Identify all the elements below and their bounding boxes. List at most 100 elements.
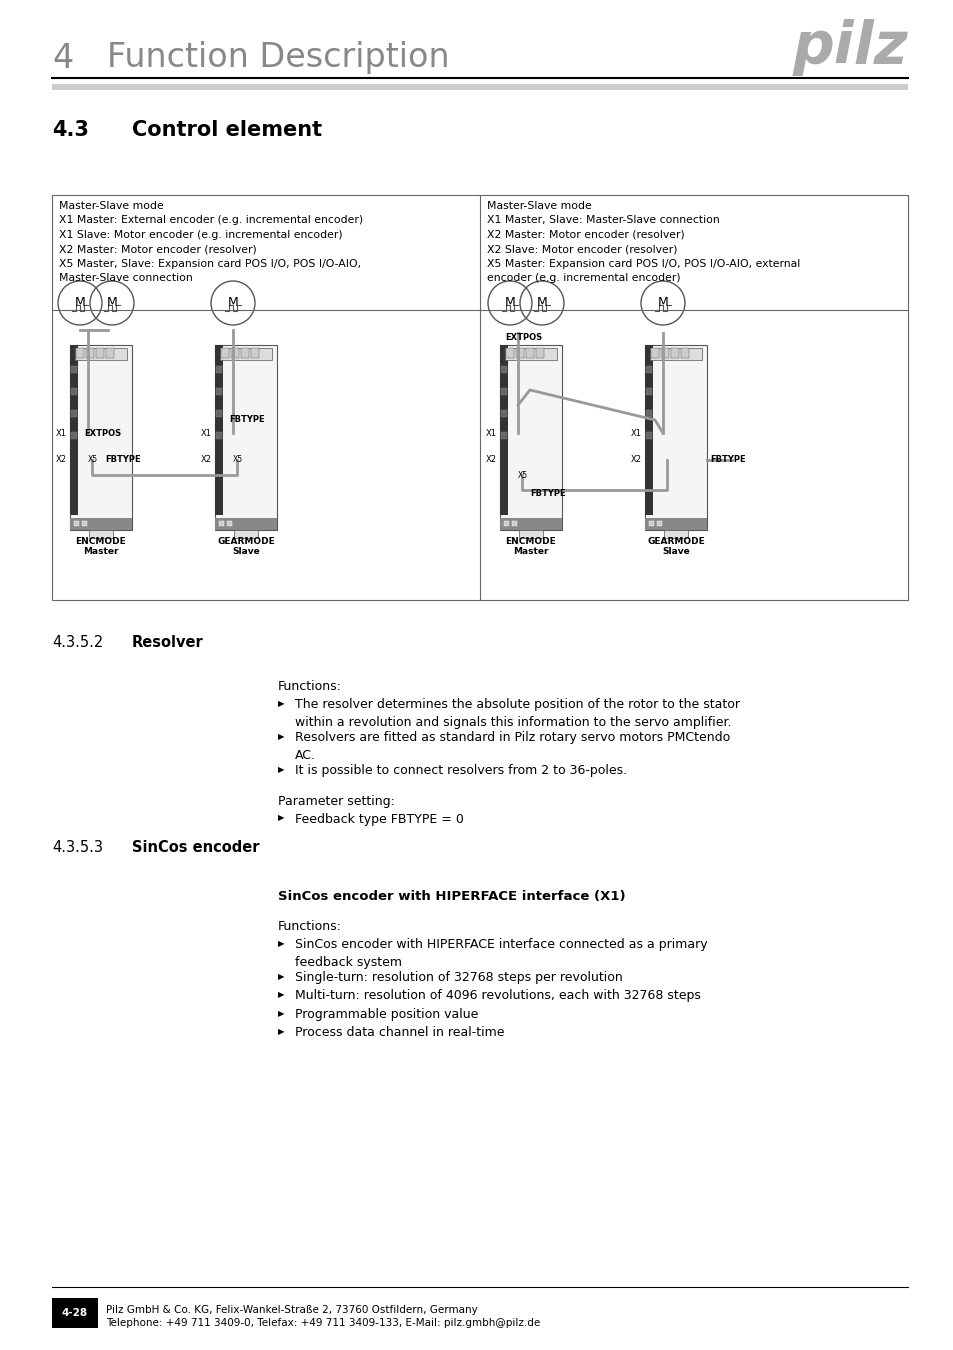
Text: Slave: Slave bbox=[661, 548, 689, 556]
Text: SinCos encoder with HIPERFACE interface (X1): SinCos encoder with HIPERFACE interface … bbox=[277, 890, 625, 903]
Bar bbox=[505, 348, 514, 358]
Text: GEARMODE: GEARMODE bbox=[217, 537, 274, 547]
Bar bbox=[89, 531, 113, 539]
Text: ▶: ▶ bbox=[277, 814, 284, 822]
Text: X1: X1 bbox=[630, 428, 641, 437]
Bar bbox=[71, 366, 77, 373]
Bar bbox=[70, 518, 132, 531]
Bar bbox=[518, 531, 543, 539]
Text: Slave: Slave bbox=[232, 548, 259, 556]
Text: EXTPOS: EXTPOS bbox=[504, 332, 541, 342]
Text: M: M bbox=[228, 297, 238, 309]
Bar bbox=[52, 1297, 98, 1328]
Text: Master-Slave mode
X1 Master: External encoder (e.g. incremental encoder)
X1 Slav: Master-Slave mode X1 Master: External en… bbox=[59, 201, 363, 284]
Text: 4.3.5.3: 4.3.5.3 bbox=[52, 840, 103, 855]
Text: M: M bbox=[657, 297, 668, 309]
Bar bbox=[215, 366, 222, 373]
Text: Master-Slave mode
X1 Master, Slave: Master-Slave connection
X2 Master: Motor enc: Master-Slave mode X1 Master, Slave: Mast… bbox=[486, 201, 800, 284]
Text: ▶: ▶ bbox=[277, 991, 284, 999]
Text: Feedback type FBTYPE = 0: Feedback type FBTYPE = 0 bbox=[294, 813, 463, 825]
Bar bbox=[499, 346, 507, 514]
Text: X1: X1 bbox=[56, 428, 67, 437]
Bar bbox=[670, 348, 679, 358]
Text: 4.3: 4.3 bbox=[52, 120, 89, 140]
Bar bbox=[106, 348, 113, 358]
Text: Resolvers are fitted as standard in Pilz rotary servo motors PMCtendo
AC.: Resolvers are fitted as standard in Pilz… bbox=[294, 730, 729, 761]
Text: X2: X2 bbox=[485, 455, 497, 464]
Bar bbox=[500, 387, 506, 396]
Bar bbox=[214, 346, 223, 514]
Text: ENCMODE: ENCMODE bbox=[75, 537, 126, 547]
Text: Multi-turn: resolution of 4096 revolutions, each with 32768 steps: Multi-turn: resolution of 4096 revolutio… bbox=[294, 990, 700, 1003]
Bar bbox=[214, 518, 276, 531]
Text: Master: Master bbox=[83, 548, 118, 556]
Bar bbox=[71, 410, 77, 417]
Bar bbox=[220, 348, 272, 360]
Bar bbox=[74, 521, 79, 526]
Bar bbox=[500, 366, 506, 373]
Bar bbox=[70, 346, 78, 514]
Text: Functions:: Functions: bbox=[277, 919, 341, 933]
Bar bbox=[680, 348, 688, 358]
Bar bbox=[645, 366, 651, 373]
Text: 4: 4 bbox=[52, 42, 73, 74]
Bar bbox=[71, 432, 77, 439]
Bar bbox=[648, 521, 654, 526]
Bar bbox=[650, 348, 659, 358]
Bar bbox=[645, 432, 651, 439]
Bar bbox=[221, 348, 229, 358]
Text: ▶: ▶ bbox=[277, 1027, 284, 1037]
Bar bbox=[214, 346, 276, 531]
Bar bbox=[516, 348, 523, 358]
Text: ENCMODE: ENCMODE bbox=[505, 537, 556, 547]
Bar bbox=[82, 521, 87, 526]
Text: X5: X5 bbox=[517, 471, 528, 479]
Bar bbox=[512, 521, 517, 526]
Text: Functions:: Functions: bbox=[277, 680, 341, 693]
Text: 4.3.5.2: 4.3.5.2 bbox=[52, 634, 103, 649]
Text: Single-turn: resolution of 32768 steps per revolution: Single-turn: resolution of 32768 steps p… bbox=[294, 971, 622, 984]
Text: SinCos encoder: SinCos encoder bbox=[132, 840, 259, 855]
Bar bbox=[227, 521, 232, 526]
Bar bbox=[645, 410, 651, 417]
Text: GEARMODE: GEARMODE bbox=[646, 537, 704, 547]
Bar bbox=[52, 194, 907, 599]
Bar bbox=[525, 348, 534, 358]
Text: ▶: ▶ bbox=[277, 972, 284, 981]
Bar bbox=[663, 531, 688, 539]
Text: X5: X5 bbox=[88, 455, 98, 464]
Text: Parameter setting:: Parameter setting: bbox=[277, 795, 395, 807]
Bar bbox=[231, 348, 239, 358]
Text: X2: X2 bbox=[630, 455, 641, 464]
Text: FBTYPE: FBTYPE bbox=[105, 455, 140, 464]
Bar bbox=[500, 410, 506, 417]
Text: M: M bbox=[504, 297, 515, 309]
Text: FBTYPE: FBTYPE bbox=[530, 489, 565, 498]
Text: Telephone: +49 711 3409-0, Telefax: +49 711 3409-133, E-Mail: pilz.gmbh@pilz.de: Telephone: +49 711 3409-0, Telefax: +49 … bbox=[106, 1318, 539, 1328]
Text: ▶: ▶ bbox=[277, 940, 284, 948]
Text: ▶: ▶ bbox=[277, 732, 284, 741]
Bar bbox=[215, 387, 222, 396]
Text: EXTPOS: EXTPOS bbox=[84, 428, 121, 437]
Text: X1: X1 bbox=[485, 428, 497, 437]
Bar bbox=[219, 521, 224, 526]
Text: ▶: ▶ bbox=[277, 699, 284, 707]
Bar bbox=[657, 521, 661, 526]
Text: Process data channel in real-time: Process data channel in real-time bbox=[294, 1026, 504, 1040]
Bar bbox=[241, 348, 249, 358]
Text: M: M bbox=[107, 297, 117, 309]
Text: 4-28: 4-28 bbox=[62, 1308, 88, 1318]
Text: Control element: Control element bbox=[132, 120, 322, 140]
Text: Function Description: Function Description bbox=[107, 42, 449, 74]
Text: Programmable position value: Programmable position value bbox=[294, 1008, 477, 1021]
Bar bbox=[644, 518, 706, 531]
Bar bbox=[644, 346, 706, 531]
Bar bbox=[499, 346, 561, 531]
Bar bbox=[251, 348, 258, 358]
Text: It is possible to connect resolvers from 2 to 36-poles.: It is possible to connect resolvers from… bbox=[294, 764, 626, 778]
Bar bbox=[504, 348, 557, 360]
Text: X2: X2 bbox=[201, 455, 212, 464]
Text: FBTYPE: FBTYPE bbox=[229, 416, 264, 424]
Text: ▶: ▶ bbox=[277, 765, 284, 774]
Text: M: M bbox=[536, 297, 547, 309]
